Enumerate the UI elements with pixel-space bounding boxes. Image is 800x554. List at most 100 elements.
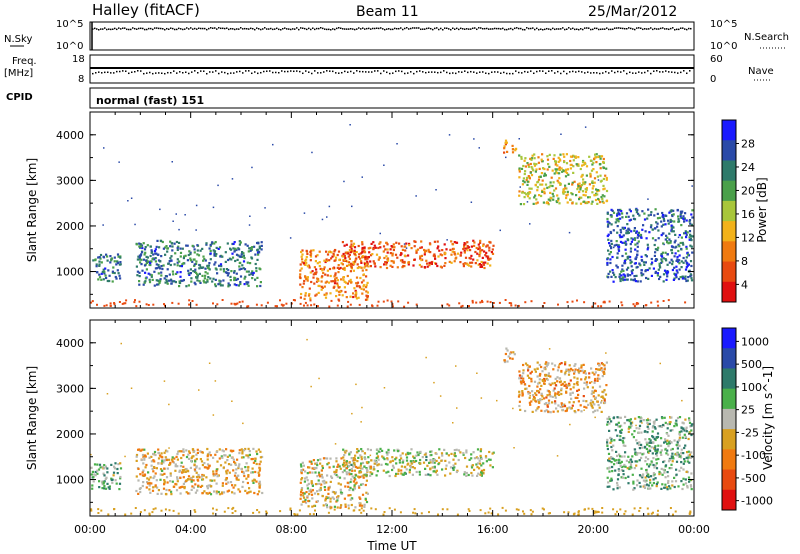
echo-cell	[326, 463, 329, 466]
echo-cell	[616, 478, 620, 481]
echo-cell	[195, 466, 198, 469]
nave-point	[365, 71, 367, 73]
echo-cell	[640, 431, 643, 434]
ground-scatter-cell	[633, 305, 636, 308]
echo-cell	[307, 505, 310, 508]
echo-cell	[146, 481, 149, 484]
nave-point	[527, 71, 529, 73]
echo-cell	[540, 172, 543, 175]
echo-cell	[413, 467, 416, 470]
echo-cell	[201, 492, 204, 495]
nsearch-tick-bottom: 10^0	[710, 41, 737, 52]
echo-cell	[316, 482, 319, 486]
echo-cell	[98, 276, 102, 279]
echo-cell	[241, 255, 244, 258]
echo-cell	[522, 372, 525, 375]
echo-cell	[380, 463, 383, 466]
echo-cell	[387, 448, 390, 451]
speck-cell	[423, 454, 426, 456]
echo-cell	[311, 489, 314, 492]
echo-cell	[627, 455, 630, 458]
echo-cell	[332, 252, 335, 256]
nave-point	[503, 71, 505, 74]
nsky-point	[582, 28, 584, 31]
echo-cell	[159, 473, 162, 476]
nsky-point	[244, 27, 246, 30]
echo-cell	[682, 483, 685, 486]
echo-cell	[402, 264, 405, 268]
ground-scatter-cell	[594, 302, 597, 305]
echo-cell	[356, 266, 359, 270]
echo-cell	[592, 185, 595, 188]
ground-scatter-cell	[312, 513, 315, 516]
nsky-point	[354, 28, 356, 31]
echo-cell	[611, 470, 614, 473]
echo-cell	[677, 453, 680, 456]
echo-cell	[226, 242, 229, 245]
echo-cell	[622, 273, 625, 276]
echo-cell	[616, 231, 619, 234]
echo-cell	[566, 193, 569, 196]
ground-scatter-cell	[330, 299, 333, 302]
nave-point	[143, 72, 145, 75]
nsky-tick-top: 10^5	[56, 19, 83, 30]
echo-cell	[585, 406, 588, 409]
echo-cell	[436, 264, 439, 268]
echo-cell	[639, 233, 642, 236]
nave-point	[407, 72, 409, 74]
echo-cell	[101, 270, 104, 274]
echo-cell	[470, 471, 473, 475]
ground-scatter-cell	[160, 509, 163, 512]
echo-cell	[401, 452, 404, 455]
ground-scatter-cell	[489, 301, 492, 304]
echo-cell	[176, 246, 179, 249]
echo-cell	[574, 156, 577, 159]
echo-cell	[152, 459, 155, 462]
echo-cell	[678, 436, 681, 439]
nsky-point	[204, 27, 206, 30]
echo-cell	[353, 287, 356, 290]
echo-cell	[157, 452, 160, 455]
echo-cell	[553, 364, 557, 367]
echo-cell	[149, 254, 152, 258]
nsky-point	[234, 28, 236, 31]
echo-cell	[525, 176, 529, 179]
echo-cell	[691, 423, 694, 426]
echo-cell	[538, 374, 541, 377]
echo-cell	[671, 484, 674, 487]
echo-cell	[96, 472, 99, 475]
echo-cell	[626, 230, 629, 233]
echo-cell	[423, 248, 426, 252]
echo-cell	[666, 427, 669, 430]
speck-cell	[647, 417, 649, 420]
echo-cell	[691, 209, 694, 212]
echo-cell	[577, 185, 580, 188]
echo-cell	[560, 402, 563, 405]
speck-cell	[446, 239, 448, 241]
nave-point	[614, 71, 616, 74]
ground-scatter-cell	[221, 299, 224, 301]
echo-cell	[672, 278, 675, 281]
echo-cell	[669, 487, 672, 490]
echo-cell	[180, 265, 183, 268]
echo-cell	[335, 457, 338, 460]
echo-cell	[363, 251, 367, 254]
nsky-point	[230, 27, 232, 30]
echo-cell	[570, 397, 573, 400]
echo-cell	[448, 260, 451, 263]
echo-cell	[314, 294, 317, 297]
echo-cell	[206, 272, 209, 275]
echo-cell	[671, 460, 674, 463]
echo-cell	[168, 260, 171, 263]
echo-cell	[642, 452, 645, 455]
nsky-point	[334, 28, 336, 31]
echo-cell	[423, 266, 426, 269]
echo-cell	[333, 470, 336, 473]
echo-cell	[180, 450, 183, 453]
echo-cell	[299, 263, 302, 266]
echo-cell	[136, 258, 139, 261]
echo-cell	[92, 476, 95, 479]
nsky-label: N.Sky	[4, 34, 32, 45]
speck-cell	[118, 161, 120, 163]
echo-cell	[471, 464, 474, 467]
